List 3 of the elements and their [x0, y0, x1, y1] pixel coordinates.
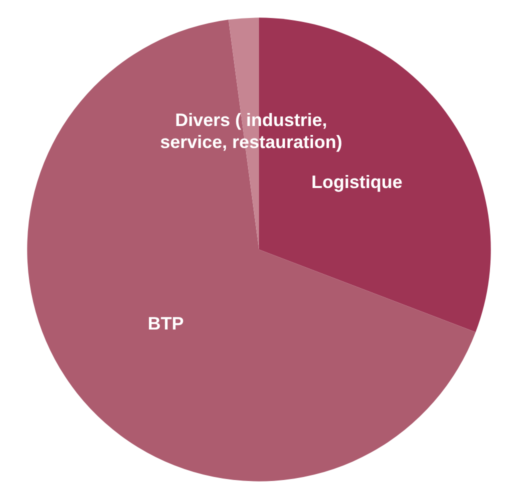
- slice-label: Divers ( industrie, service, restauration): [160, 110, 342, 152]
- slice-label: BTP: [148, 313, 184, 334]
- slice-label: Logistique: [311, 172, 402, 192]
